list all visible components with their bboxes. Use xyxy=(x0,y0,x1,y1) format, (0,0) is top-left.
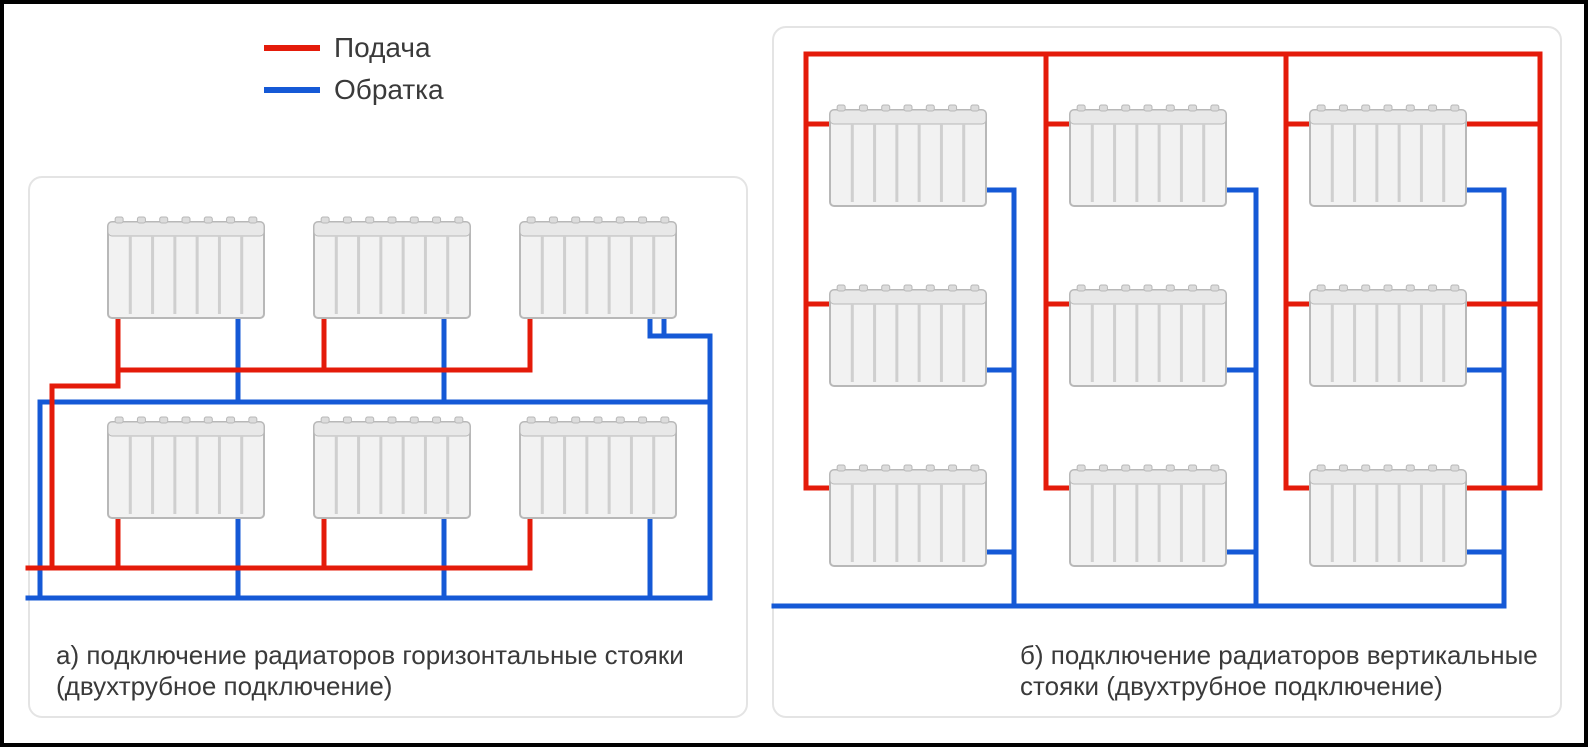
radiator xyxy=(830,465,986,566)
pipe xyxy=(52,370,118,386)
radiator xyxy=(830,105,986,206)
radiator xyxy=(830,285,986,386)
radiator xyxy=(314,417,470,518)
radiator xyxy=(1310,465,1466,566)
radiator xyxy=(108,217,264,318)
radiator xyxy=(1070,285,1226,386)
radiator xyxy=(520,417,676,518)
radiator xyxy=(1310,105,1466,206)
radiator xyxy=(108,417,264,518)
diagram-svg xyxy=(4,4,1584,744)
diagram-frame: Подача Обратка а) подключение радиаторов… xyxy=(0,0,1588,747)
radiator xyxy=(314,217,470,318)
radiator xyxy=(1070,105,1226,206)
radiator xyxy=(520,217,676,318)
radiator xyxy=(1310,285,1466,386)
radiator xyxy=(1070,465,1226,566)
